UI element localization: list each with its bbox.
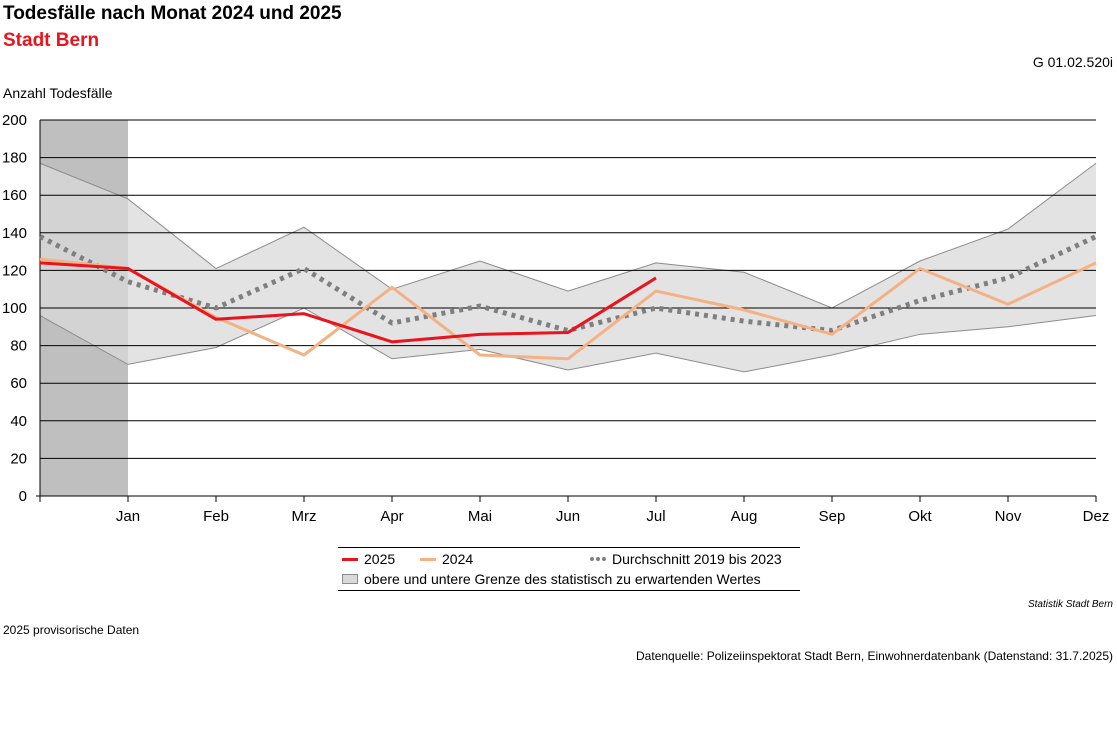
- y-tick-label-140: 140: [2, 225, 27, 242]
- x-tick-label-jan: Jan: [116, 508, 140, 525]
- y-tick-label-80: 80: [10, 338, 27, 355]
- x-tick-label-apr: Apr: [380, 508, 403, 525]
- y-tick-label-120: 120: [2, 262, 27, 279]
- legend: 2025 2024 Durchschnitt 2019 bis 2023 obe…: [338, 547, 800, 591]
- x-tick-label-jul: Jul: [646, 508, 665, 525]
- x-tick-label-jun: Jun: [556, 508, 580, 525]
- legend-swatch-2024: [420, 557, 436, 561]
- series-average-line: [38, 234, 1098, 334]
- legend-label-average: Durchschnitt 2019 bis 2023: [612, 551, 782, 567]
- chart-subtitle: Stadt Bern: [3, 30, 100, 51]
- chart-code: G 01.02.520i: [1032, 54, 1113, 70]
- x-tick-label-okt: Okt: [908, 508, 932, 525]
- x-tick-label-mrz: Mrz: [292, 508, 317, 525]
- provisional-note: 2025 provisorische Daten: [3, 623, 140, 637]
- band-lower-edge: [39, 307, 1097, 373]
- y-tick-label-20: 20: [10, 450, 27, 467]
- series-2025-line: [39, 261, 657, 344]
- legend-item-band: obere und untere Grenze des statistisch …: [342, 571, 761, 587]
- y-tick-label-100: 100: [2, 300, 27, 317]
- legend-label-2025: 2025: [364, 551, 396, 567]
- legend-swatch-average: [590, 557, 606, 561]
- credit: Statistik Stadt Bern: [1027, 599, 1113, 610]
- x-tick-label-aug: Aug: [731, 508, 758, 525]
- y-tick-label-160: 160: [2, 187, 27, 204]
- x-tick-label-sep: Sep: [819, 508, 846, 525]
- legend-swatch-band: [342, 574, 358, 584]
- y-tick-label-0: 0: [19, 488, 27, 505]
- line-chart: 0 20 40 60 80 100 120 140 160 180 200 Jan Feb Mrz Apr M…: [2, 112, 1110, 525]
- y-axis-label: Anzahl Todesfälle: [3, 85, 113, 101]
- x-tick-label-feb: Feb: [203, 508, 229, 525]
- chart-title: Todesfälle nach Monat 2024 und 2025: [3, 3, 342, 24]
- x-tick-label-nov: Nov: [995, 508, 1022, 525]
- y-tick-label-180: 180: [2, 150, 27, 167]
- legend-item-average: Durchschnitt 2019 bis 2023: [590, 551, 782, 567]
- series-2024-line: [39, 257, 1097, 361]
- legend-item-2025: 2025: [342, 551, 395, 567]
- y-tick-label-60: 60: [10, 375, 27, 392]
- band-upper-edge: [39, 162, 1097, 309]
- legend-label-2024: 2024: [442, 551, 474, 567]
- legend-label-band: obere und untere Grenze des statistisch …: [364, 571, 761, 587]
- y-tick-label-200: 200: [2, 112, 27, 129]
- expected-range-band: [40, 163, 1096, 372]
- data-source: Datenquelle: Polizeiinspektorat Stadt Be…: [636, 649, 1113, 663]
- legend-item-2024: 2024: [420, 551, 473, 567]
- x-tick-label-dez: Dez: [1083, 508, 1110, 525]
- y-tick-label-40: 40: [10, 413, 27, 430]
- legend-swatch-2025: [342, 557, 358, 561]
- x-tick-label-mai: Mai: [468, 508, 492, 525]
